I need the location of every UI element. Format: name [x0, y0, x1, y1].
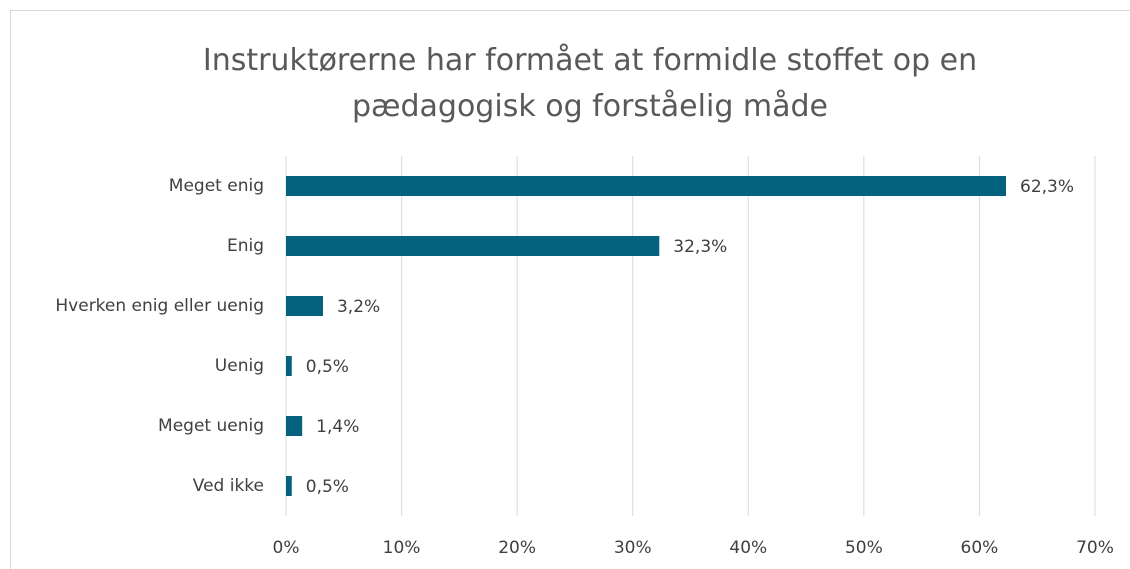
y-tick-label: Meget uenig: [158, 416, 264, 436]
chart-border: [10, 10, 1130, 569]
x-tick-label: 20%: [498, 538, 536, 558]
y-tick-label: Ved ikke: [193, 476, 264, 496]
x-tick-label: 60%: [961, 538, 999, 558]
x-tick-label: 0%: [273, 538, 300, 558]
chart-title: Instruktørerne har formået at formidle s…: [202, 43, 978, 124]
bar: [286, 356, 292, 376]
bar: [286, 236, 660, 256]
bar: [286, 476, 292, 496]
data-label: 3,2%: [337, 297, 380, 317]
data-label: 0,5%: [306, 357, 349, 377]
y-tick-label: Enig: [227, 236, 264, 256]
y-tick-label: Uenig: [215, 356, 264, 376]
bar: [286, 176, 1007, 196]
y-tick-label: Meget enig: [169, 176, 264, 196]
data-label: 62,3%: [1020, 177, 1074, 197]
data-label: 0,5%: [306, 477, 349, 497]
x-tick-label: 50%: [845, 538, 883, 558]
bar: [286, 296, 323, 316]
x-tick-label: 30%: [614, 538, 652, 558]
bar: [286, 416, 303, 436]
data-label: 1,4%: [316, 417, 359, 437]
data-label: 32,3%: [673, 237, 727, 257]
x-tick-label: 10%: [383, 538, 421, 558]
y-tick-label: Hverken enig eller uenig: [55, 296, 264, 316]
x-tick-label: 70%: [1076, 538, 1114, 558]
x-tick-label: 40%: [729, 538, 767, 558]
